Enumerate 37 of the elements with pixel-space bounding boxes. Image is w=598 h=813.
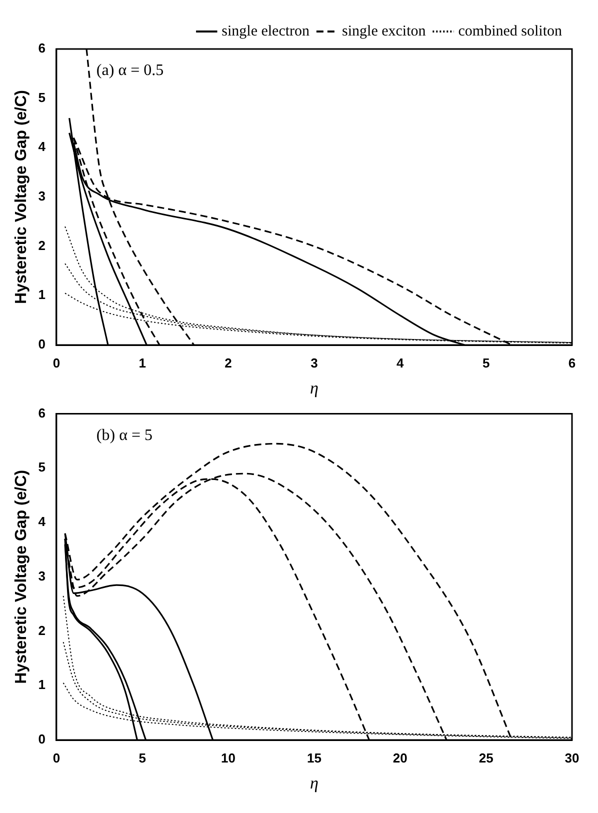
x-tick-label: 20	[392, 750, 408, 766]
x-tick-label: 3	[310, 355, 318, 370]
y-tick-label: 3	[38, 568, 46, 584]
x-tick-label: 25	[478, 750, 494, 766]
x-tick-label: 30	[564, 750, 580, 766]
x-tick-label: 15	[306, 750, 322, 766]
x-tick-label: 6	[568, 355, 576, 370]
y-tick-label: 5	[38, 90, 46, 105]
y-tick-label: 4	[38, 514, 46, 530]
y-tick-label: 5	[38, 460, 46, 475]
x-tick-label: 10	[221, 750, 236, 766]
y-axis-title: Hysteretic Voltage Gap (e/C)	[13, 470, 30, 684]
legend-label: single exciton	[342, 23, 426, 40]
y-tick-label: 2	[38, 622, 46, 638]
x-tick-label: 5	[138, 750, 146, 766]
y-tick-label: 0	[38, 732, 46, 747]
x-tick-label: 5	[482, 355, 490, 370]
x-tick-label: 4	[396, 355, 405, 370]
y-tick-label: 0	[38, 336, 46, 352]
annotation: (b) α = 5	[96, 427, 152, 444]
annotation: (a) α = 0.5	[96, 62, 164, 80]
x-axis-title: η	[310, 378, 318, 398]
y-tick-label: 6	[38, 40, 46, 56]
x-tick-label: 0	[52, 750, 60, 766]
x-axis-title: η	[310, 773, 318, 792]
x-tick-label: 0	[52, 355, 60, 370]
y-tick-label: 3	[38, 188, 46, 204]
y-axis-title: Hysteretic Voltage Gap (e/C)	[13, 90, 30, 304]
y-tick-label: 6	[38, 405, 46, 420]
y-tick-label: 2	[38, 238, 46, 253]
legend-label: single electron	[222, 23, 310, 40]
y-tick-label: 1	[38, 287, 46, 302]
legend-label: combined soliton	[458, 23, 562, 40]
y-tick-label: 1	[38, 677, 46, 692]
x-tick-label: 2	[224, 355, 232, 370]
x-tick-label: 1	[138, 355, 146, 370]
y-tick-label: 4	[38, 139, 46, 154]
